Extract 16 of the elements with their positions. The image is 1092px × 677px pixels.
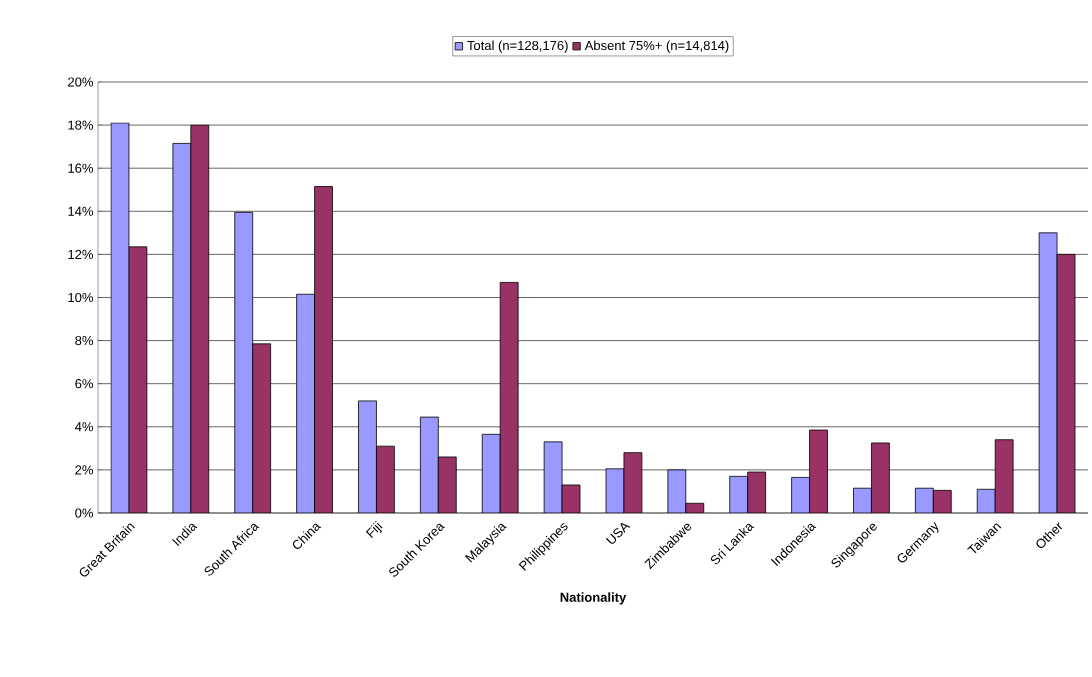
y-tick-label: 20% [68, 77, 94, 87]
y-tick-label: 12% [68, 249, 94, 259]
y-tick-label: 18% [68, 120, 94, 130]
legend-label: Total (n=128,176) [467, 40, 568, 53]
y-tick-label: 16% [68, 163, 94, 173]
x-tick-label: Fiji [365, 520, 383, 539]
y-tick-label: 6% [75, 379, 94, 389]
y-tick-label: 10% [68, 292, 94, 303]
y-tick-label: 14% [68, 206, 94, 216]
y-tick-label: 2% [75, 465, 94, 475]
y-tick-label: 8% [75, 335, 94, 346]
y-tick-label: 4% [74, 422, 94, 432]
x-axis-title: Nationality [560, 592, 627, 605]
legend-label: Absent 75%+ (n=14,814) [584, 40, 729, 53]
y-tick-label: 0% [75, 508, 94, 518]
x-tick-label: USA [605, 523, 631, 544]
